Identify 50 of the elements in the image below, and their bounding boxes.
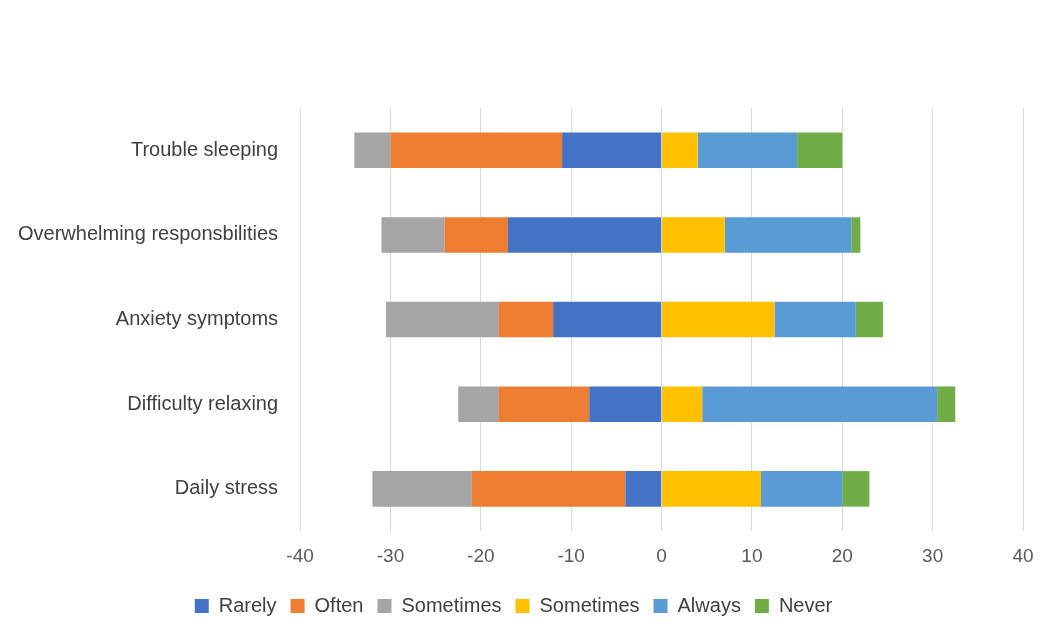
- y-tick-label: Difficulty relaxing: [127, 391, 279, 414]
- x-tick-label: 10: [741, 544, 763, 566]
- bar: [662, 132, 698, 169]
- bar: [662, 386, 703, 423]
- x-tick-label: -30: [376, 544, 405, 566]
- bar: [662, 471, 761, 507]
- x-tick-label: -40: [286, 544, 314, 566]
- bar: [390, 132, 563, 169]
- bar: [855, 301, 883, 338]
- x-tick-label: 40: [1012, 544, 1034, 566]
- bar: [702, 386, 938, 423]
- bar: [797, 132, 843, 169]
- legend-label: Rarely: [218, 593, 277, 616]
- bar: [937, 386, 956, 423]
- bar: [385, 301, 499, 338]
- legend-label: Never: [778, 593, 833, 616]
- x-tick-label: 30: [922, 544, 944, 566]
- bar: [851, 217, 861, 253]
- bar: [724, 217, 852, 253]
- y-tick-label: Trouble sleeping: [130, 137, 279, 160]
- bar: [354, 132, 391, 169]
- x-tick-label: -10: [557, 544, 585, 566]
- x-tick-label: 20: [831, 544, 853, 566]
- y-tick-label: Daily stress: [174, 476, 279, 499]
- y-tick-label: Anxiety symptoms: [115, 307, 279, 330]
- bar: [507, 217, 662, 253]
- bar: [774, 301, 856, 338]
- bar: [760, 471, 843, 507]
- y-tick-label: Overwhelming responsbilities: [18, 222, 279, 245]
- legend-label: Always: [677, 593, 741, 616]
- bar: [562, 132, 662, 169]
- legend-label: Sometimes: [401, 593, 502, 616]
- bar: [553, 301, 662, 338]
- legend-label: Often: [314, 593, 364, 616]
- bar: [381, 217, 445, 253]
- bar: [498, 386, 590, 423]
- legend-label: Sometimes: [539, 593, 640, 616]
- bar: [498, 301, 554, 338]
- bar: [662, 301, 775, 338]
- bar: [842, 471, 870, 507]
- x-tick-label: -20: [467, 544, 495, 566]
- bar: [471, 471, 626, 507]
- bar: [625, 471, 662, 507]
- bar: [444, 217, 508, 253]
- bar: [372, 471, 472, 507]
- bar: [458, 386, 499, 423]
- bar: [662, 217, 725, 253]
- bar: [697, 132, 798, 169]
- bar: [589, 386, 662, 423]
- x-tick-label: 0: [656, 544, 667, 566]
